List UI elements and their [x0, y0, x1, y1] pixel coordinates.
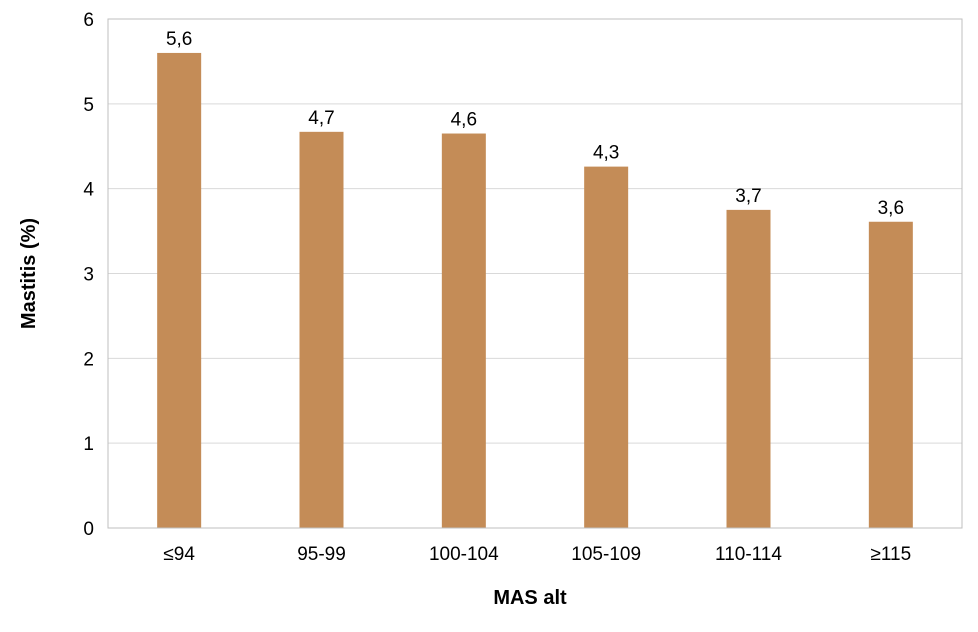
x-tick-label: 105-109	[571, 544, 641, 565]
bar	[157, 52, 202, 528]
gridlines	[108, 103, 962, 444]
bar	[299, 131, 344, 528]
x-tick-label: 110-114	[715, 544, 782, 565]
y-axis-ticks: 0 1 2 3 4 5 6	[83, 10, 94, 540]
data-label: 4,3	[593, 143, 619, 164]
x-tick-label: ≤94	[163, 544, 195, 565]
bar	[584, 166, 629, 529]
data-labels: 5,6 4,7 4,6 4,3 3,7 3,6	[166, 29, 904, 219]
x-tick-label: ≥115	[870, 544, 911, 565]
bar	[868, 221, 913, 529]
y-tick-label: 4	[83, 180, 94, 201]
y-tick-label: 1	[83, 434, 94, 455]
plot-area-frame	[107, 18, 963, 529]
y-tick-label: 3	[83, 265, 94, 286]
y-tick-label: 2	[83, 349, 94, 370]
y-tick-label: 0	[83, 519, 94, 540]
bar	[726, 209, 771, 528]
data-label: 5,6	[166, 29, 192, 50]
x-axis-ticks: ≤94 95-99 100-104 105-109 110-114 ≥115	[163, 544, 911, 565]
x-axis-title: MAS alt	[493, 587, 567, 609]
y-tick-label: 6	[83, 10, 94, 31]
x-tick-label: 95-99	[297, 544, 346, 565]
data-label: 3,7	[735, 186, 761, 207]
y-tick-label: 5	[83, 95, 94, 116]
bar	[441, 133, 486, 528]
bars	[157, 52, 913, 529]
data-label: 3,6	[878, 198, 904, 219]
x-tick-label: 100-104	[429, 544, 499, 565]
y-axis-title: Mastitis (%)	[18, 218, 40, 329]
data-label: 4,7	[308, 108, 334, 129]
data-label: 4,6	[451, 110, 477, 131]
